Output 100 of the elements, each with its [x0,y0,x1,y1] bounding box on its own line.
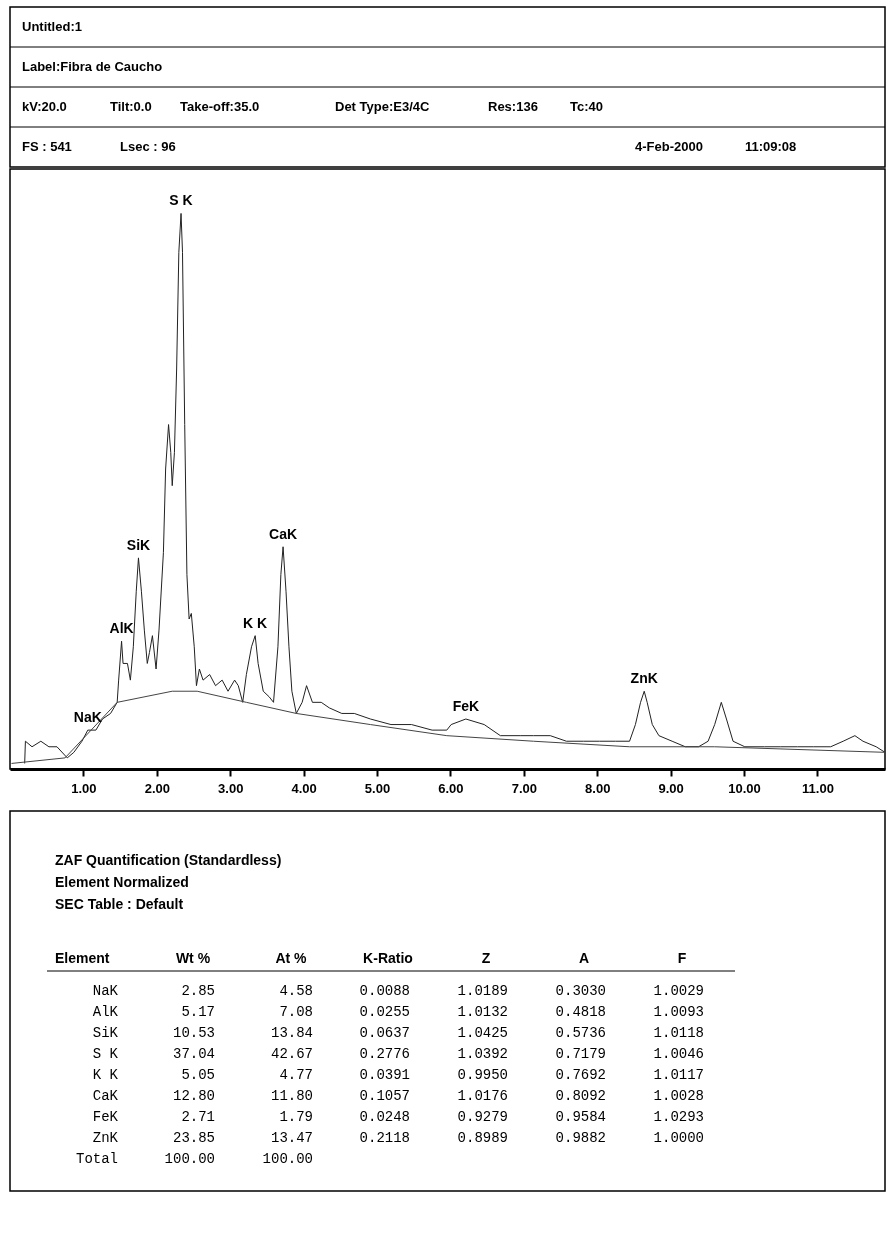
text: 2.71 [181,1109,215,1125]
annotation: S K [169,192,193,209]
text: 4.77 [279,1067,313,1083]
text: Det Type:E3/4C [335,99,431,114]
text: 7.08 [279,1004,313,1020]
text: 1.0189 [457,983,508,999]
annotation: K K [243,614,268,631]
text: Res:136 [488,99,538,114]
text: 5.05 [181,1067,215,1083]
annotation: NaK [73,709,102,726]
x-tick-label: 10.00 [728,780,761,796]
text: 0.2118 [359,1130,410,1146]
category-label: Wt % [175,950,211,966]
text: Element [55,950,110,966]
category-label: F [677,950,687,966]
text: 0.0637 [359,1025,410,1041]
text: SEC Table : Default [55,896,184,912]
text: 5.17 [181,1004,215,1020]
annotation: ZnK [630,670,658,687]
x-tick-label: 8.00 [585,780,611,796]
category-label: S K [92,1046,118,1062]
annotation: SiK [126,536,151,553]
text: 13.84 [270,1025,313,1041]
text: Element Normalized [55,874,189,890]
text: 2.85 [181,983,215,999]
chart-subtitle: Label:Fibra de Caucho [22,59,163,74]
text: 1.0000 [653,1130,704,1146]
text: 100.00 [262,1151,313,1167]
category-label: Total [75,1151,118,1167]
x-tick-label: 7.00 [511,780,537,796]
text: Tilt:0.0 [110,99,152,114]
category-label: NaK [92,983,118,999]
text: 1.0046 [653,1046,704,1062]
category-label: Z [481,950,491,966]
text: 13.47 [270,1130,313,1146]
text: 0.9584 [555,1109,606,1125]
text: 0.9279 [457,1109,508,1125]
text: 11.80 [270,1088,313,1104]
annotation: FeK [452,698,480,714]
x-tick-label: 6.00 [438,780,464,796]
text: kV:20.0 [22,99,67,114]
category-label: AlK [92,1004,118,1020]
annotation: AlK [109,620,134,637]
category-label: At % [275,950,308,966]
category-label: ZnK [92,1130,118,1146]
text: 100.00 [164,1151,215,1167]
text: 1.0392 [457,1046,508,1062]
text: 0.3030 [555,983,606,999]
category-label: CaK [92,1088,118,1104]
text: 0.9882 [555,1130,606,1146]
x-tick-label: 5.00 [364,780,391,796]
text: 0.7179 [555,1046,606,1062]
text: Lsec : 96 [120,139,176,154]
text: 0.8989 [457,1130,508,1146]
x-tick-label: 11.00 [802,780,834,796]
text: FS : 541 [22,139,72,154]
category-label: A [578,950,590,966]
text: ZAF Quantification (Standardless) [55,852,282,868]
category-label: FeK [92,1109,118,1125]
x-tick-label: 4.00 [291,780,317,796]
category-label: K-Ratio [363,950,413,966]
category-label: SiK [92,1025,118,1041]
text: 4-Feb-2000 [635,139,703,154]
text: 0.9950 [457,1067,508,1083]
text: 0.0248 [359,1109,410,1125]
text: 1.0176 [457,1088,508,1104]
text: 0.1057 [359,1088,410,1104]
text: 1.0028 [653,1088,704,1104]
text: 1.0132 [457,1004,508,1020]
x-tick-label: 9.00 [658,780,684,796]
text: Tc:40 [570,99,603,114]
text: 0.8092 [555,1088,606,1104]
text: 1.0425 [457,1025,508,1041]
category-label: K K [92,1067,118,1083]
text: 0.0088 [359,983,410,999]
text: 42.67 [270,1046,313,1062]
text: 1.0093 [653,1004,704,1020]
text: 1.0293 [653,1109,704,1125]
text: 4.58 [279,983,313,999]
text: 11:09:08 [745,139,797,154]
x-tick-label: 1.00 [71,780,97,796]
text: 1.0118 [653,1025,704,1041]
text: Take-off:35.0 [180,99,260,114]
text: 1.0117 [653,1067,704,1083]
text: 0.4818 [555,1004,606,1020]
x-tick-label: 3.00 [218,780,244,796]
text: 23.85 [172,1130,215,1146]
text: 0.7692 [555,1067,606,1083]
text: 0.0391 [359,1067,410,1083]
text: 10.53 [172,1025,215,1041]
text: 37.04 [172,1046,215,1062]
text: 1.79 [279,1109,313,1125]
text: 0.5736 [555,1025,606,1041]
text: 0.0255 [359,1004,410,1020]
chart-title: Untitled:1 [22,19,82,34]
text: 12.80 [172,1088,215,1104]
annotation: CaK [269,525,298,542]
x-tick-label: 2.00 [144,780,170,796]
text: 1.0029 [653,983,704,999]
text: 0.2776 [359,1046,410,1062]
